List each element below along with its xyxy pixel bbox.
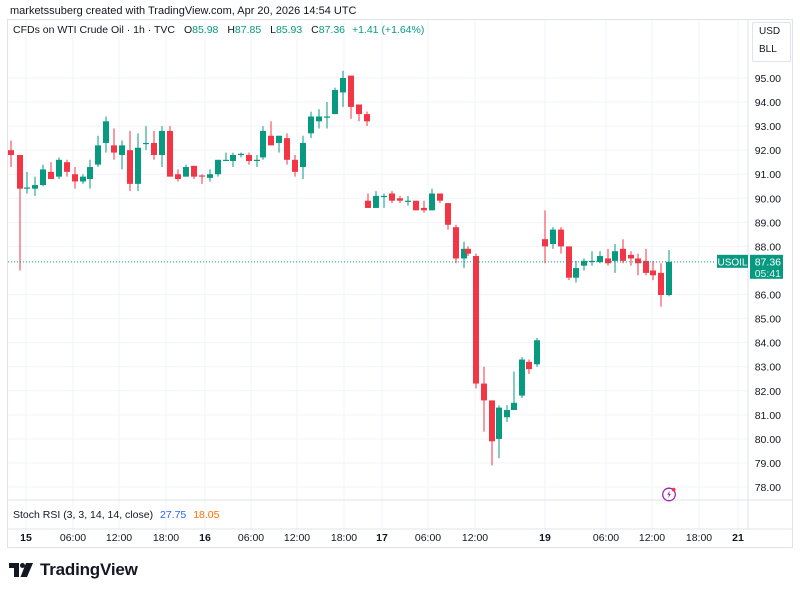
stoch-rsi-legend: Stoch RSI (3, 3, 14, 14, close) 27.75 18…: [13, 509, 219, 521]
time-tick-label: 15: [20, 532, 32, 544]
price-tick-label: 81.00: [755, 410, 781, 422]
time-tick-label: 06:00: [238, 532, 264, 544]
price-tick-label: 93.00: [755, 121, 781, 133]
grid-lines: [8, 20, 792, 530]
price-tick-label: 89.00: [755, 217, 781, 229]
tradingview-logo[interactable]: TradingView: [9, 560, 138, 580]
price-tick-label: 78.00: [755, 482, 781, 494]
tradingview-logo-icon: [9, 563, 33, 577]
low-label: L: [270, 24, 276, 36]
price-tick-label: 84.00: [755, 338, 781, 350]
time-tick-label: 19: [539, 532, 551, 544]
currency-label: USD: [759, 26, 781, 37]
time-tick-label: 12:00: [284, 532, 310, 544]
price-tick-label: 82.00: [755, 386, 781, 398]
price-tick-label: 83.00: [755, 362, 781, 374]
currency-unit-selector[interactable]: USD BLL: [752, 22, 791, 62]
open-value: 85.98: [192, 24, 219, 36]
svg-text:05:41: 05:41: [755, 268, 781, 280]
price-tick-label: 94.00: [755, 97, 781, 109]
time-tick-label: 21: [732, 532, 744, 544]
price-tick-label: 88.00: [755, 241, 781, 253]
alert-lightning-icon[interactable]: [661, 486, 677, 502]
price-tick-label: 86.00: [755, 290, 781, 302]
stoch-d-value: 18.05: [193, 509, 220, 521]
svg-text:USOIL: USOIL: [717, 257, 747, 268]
time-tick-label: 16: [199, 532, 211, 544]
close-value: 87.36: [318, 24, 346, 36]
time-tick-label: 06:00: [593, 532, 619, 544]
price-tick-label: 85.00: [755, 314, 781, 326]
time-tick-label: 12:00: [106, 532, 132, 544]
candles: [8, 70, 716, 466]
price-tick-label: 91.00: [755, 169, 781, 181]
time-tick-label: 18:00: [153, 532, 179, 544]
unit-label: BLL: [759, 44, 777, 55]
time-tick-label: 12:00: [462, 532, 488, 544]
indicator-name: Stoch RSI (3, 3, 14, 14, close): [13, 509, 154, 521]
chart-credit: marketssuberg created with TradingView.c…: [10, 5, 357, 17]
time-axis[interactable]: 15 06:00 12:00 18:00 16 06:00 12:00 18:00 17 06:0…: [20, 532, 744, 544]
low-value: 85.93: [275, 24, 303, 36]
chart-frame: [7, 19, 793, 548]
time-tick-label: 06:00: [415, 532, 441, 544]
price-tick-label: 95.00: [755, 73, 781, 85]
logo-text: TradingView: [40, 560, 138, 579]
time-tick-label: 06:00: [60, 532, 86, 544]
svg-text:87.36: 87.36: [755, 256, 781, 268]
price-axis[interactable]: 95.00 94.00 93.00 92.00 91.00 90.00 89.00 88.00…: [717, 73, 783, 494]
high-label: H: [227, 24, 235, 36]
high-value: 87.85: [234, 24, 262, 36]
open-label: O: [183, 24, 193, 36]
symbol-legend: CFDs on WTI Crude Oil · 1h · TVC O85.98 …: [13, 24, 424, 36]
time-tick-label: 12:00: [639, 532, 665, 544]
time-tick-label: 18:00: [686, 532, 712, 544]
price-tick-label: 92.00: [755, 145, 781, 157]
time-tick-label: 17: [376, 532, 388, 544]
price-tick-label: 79.00: [755, 458, 781, 470]
symbol-price-tag: [717, 254, 748, 268]
price-tick-label: 80.00: [755, 434, 781, 446]
stoch-k-value: 27.75: [160, 509, 187, 521]
change-value: +1.41 (+1.64%): [351, 24, 425, 36]
symbol-title: CFDs on WTI Crude Oil · 1h · TVC: [13, 24, 176, 36]
last-price-tag: [750, 254, 783, 279]
close-label: C: [311, 24, 319, 36]
time-tick-label: 18:00: [331, 532, 357, 544]
price-tick-label: 90.00: [755, 193, 781, 205]
